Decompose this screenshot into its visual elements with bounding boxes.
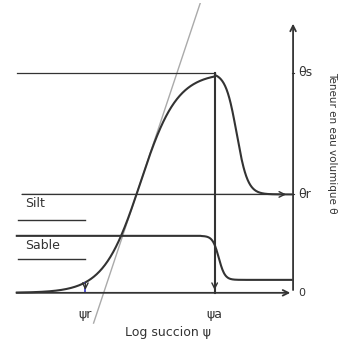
Text: θs: θs xyxy=(299,66,313,79)
Text: θr: θr xyxy=(299,188,311,201)
Text: ψr: ψr xyxy=(79,308,92,321)
Text: Sable: Sable xyxy=(25,239,60,252)
Text: ψa: ψa xyxy=(207,308,223,321)
Text: Silt: Silt xyxy=(25,197,45,210)
Text: Teneur en eau volumique θ: Teneur en eau volumique θ xyxy=(326,72,336,214)
Text: Log succion ψ: Log succion ψ xyxy=(125,326,211,339)
Text: 0: 0 xyxy=(299,288,305,298)
